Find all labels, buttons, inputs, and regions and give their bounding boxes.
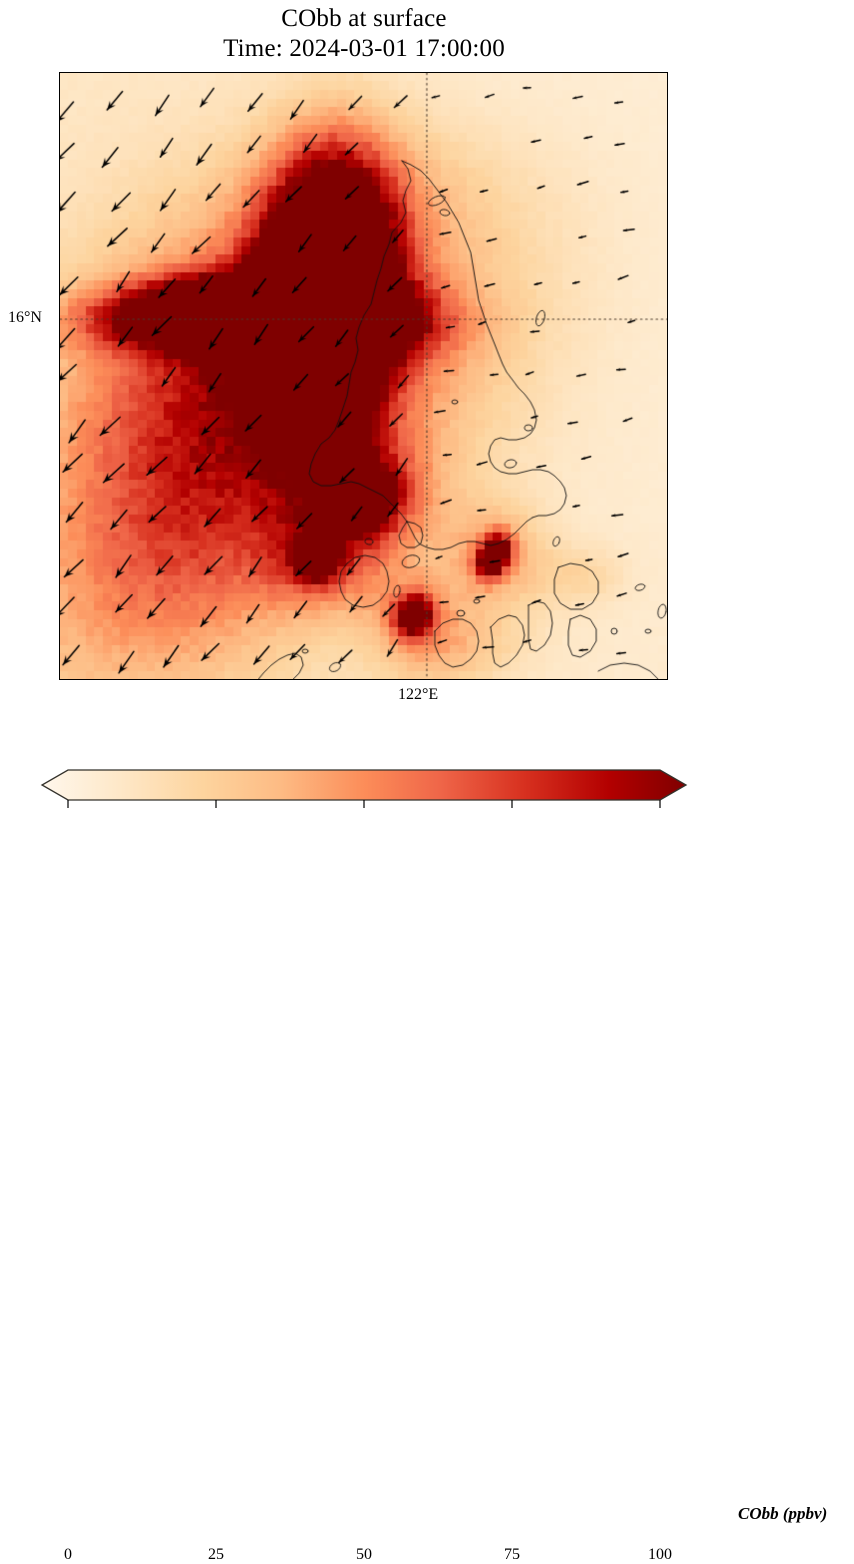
colorbar-tick-75: 75 [504,1546,520,1563]
map-plot-area [59,72,668,680]
colorbar-swatch [40,769,688,801]
figure-title: CObb at surface Time: 2024-03-01 17:00:0… [0,4,728,64]
title-line-2: Time: 2024-03-01 17:00:00 [223,35,505,62]
colorbar-tick-100: 100 [648,1546,672,1563]
y-axis-tick-label-16n: 16°N [8,309,42,326]
colorbar-tick-50: 50 [356,1546,372,1563]
colorbar-ticks [67,800,661,808]
colorbar-tick-0: 0 [64,1546,72,1563]
x-axis-tick-label-122e: 122°E [398,686,439,703]
colorbar-title: CObb (ppbv) [738,1504,828,1523]
title-line-1: CObb at surface [281,5,447,32]
colorbar: 0 25 50 75 100 CObb (ppbv) [0,740,854,1563]
colorbar-tick-25: 25 [208,1546,224,1563]
colorbar-svg [40,769,688,808]
cobb-heatmap-canvas [60,73,667,679]
